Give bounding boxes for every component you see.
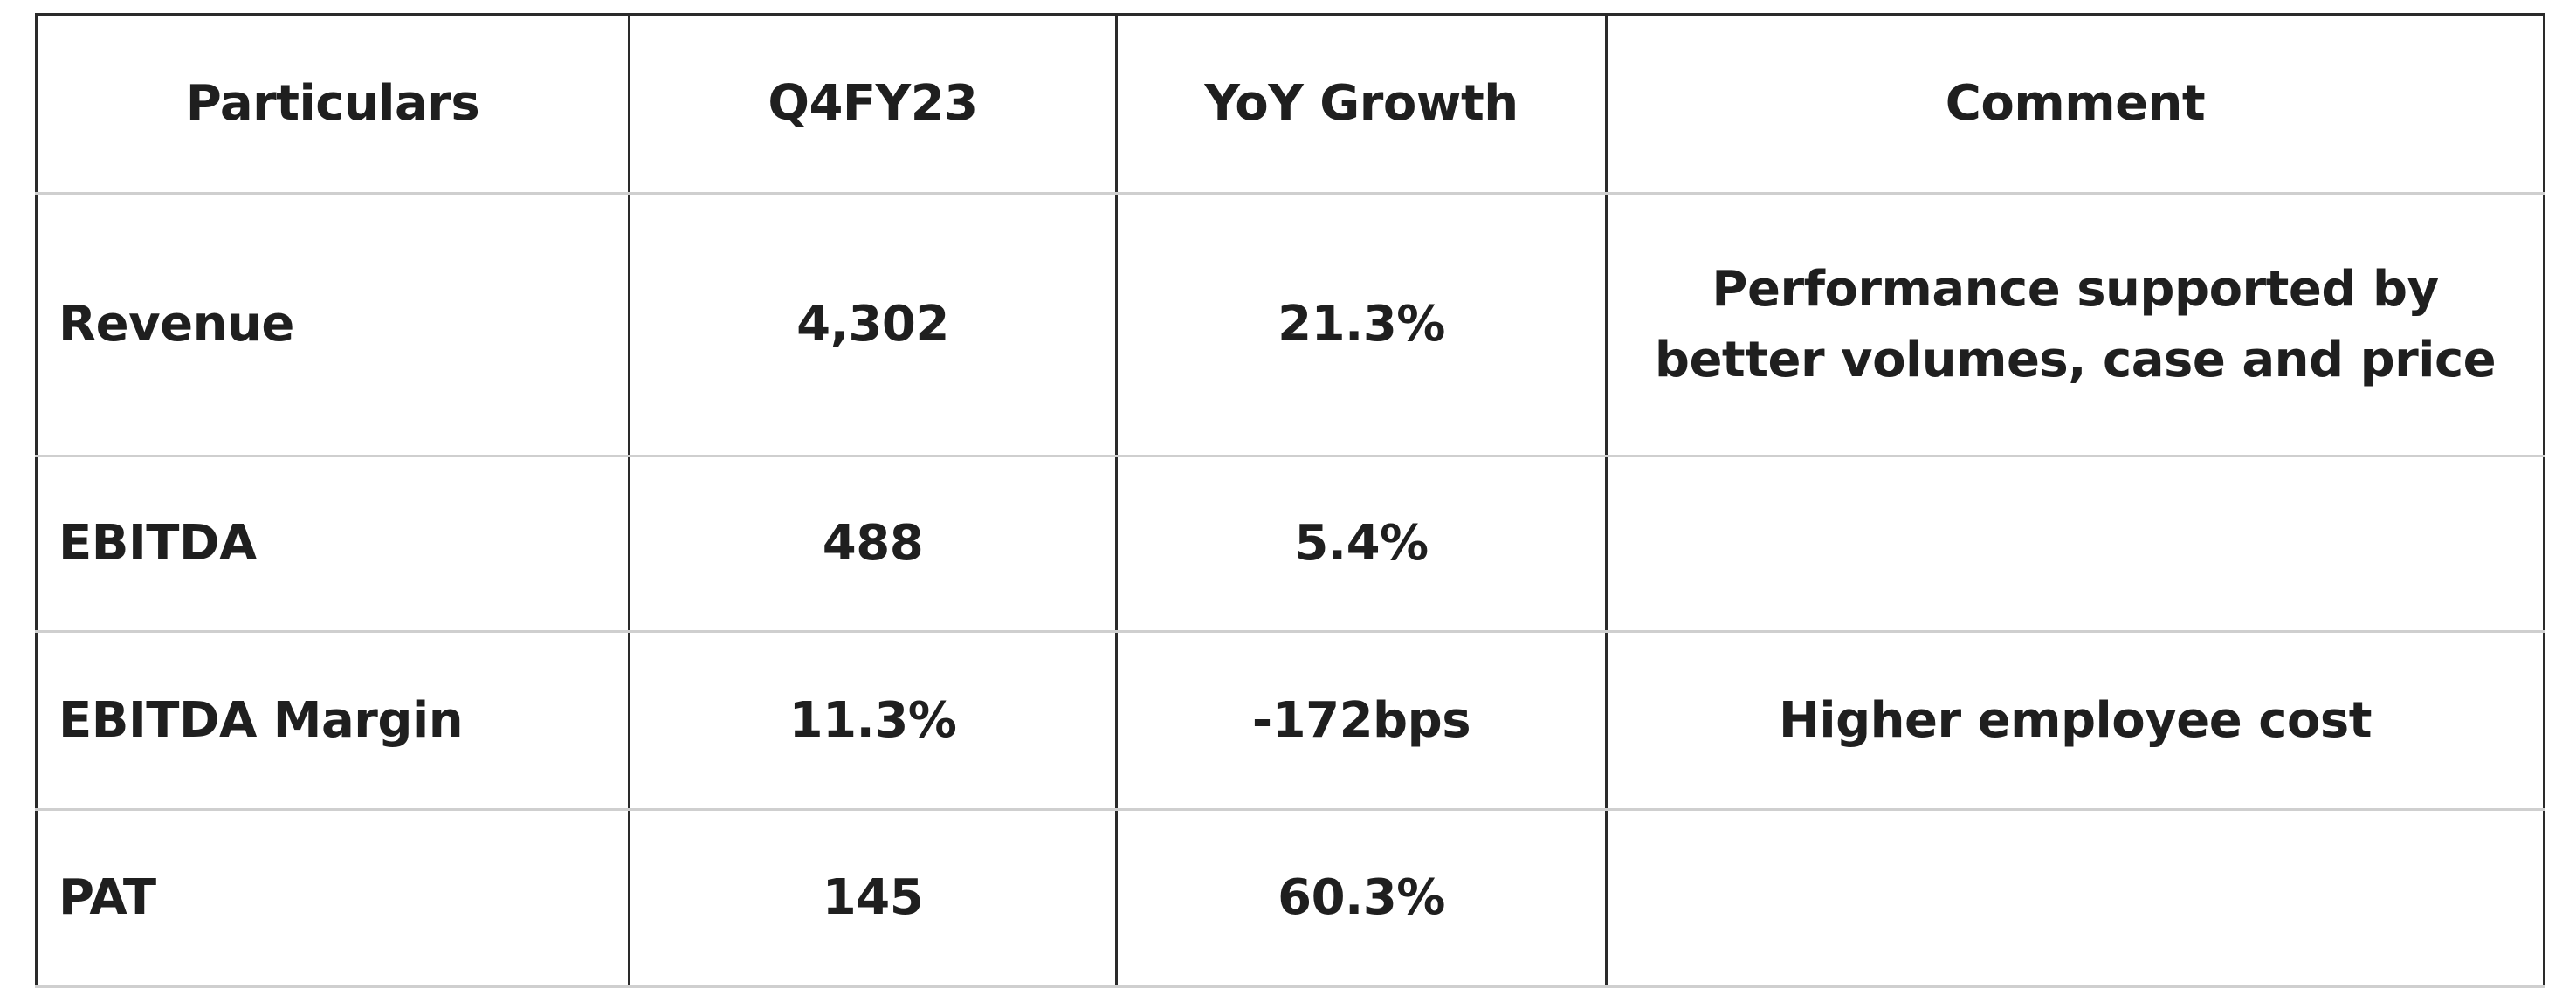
table-cell: 488	[628, 455, 1118, 633]
header-cell: YoY Growth	[1115, 13, 1608, 195]
table-cell: PAT	[35, 808, 630, 988]
table-cell: -172bps	[1115, 630, 1608, 811]
table-cell: Performance supported by better volumes,…	[1605, 192, 2545, 457]
table-row: EBITDA 488 5.4%	[35, 455, 2545, 633]
header-cell: Particulars	[35, 13, 630, 195]
table-cell: EBITDA	[35, 455, 630, 633]
table-cell: 4,302	[628, 192, 1118, 457]
header-cell: Q4FY23	[628, 13, 1118, 195]
table-row: EBITDA Margin 11.3% -172bps Higher employee…	[35, 630, 2545, 811]
table-cell: 11.3%	[628, 630, 1118, 811]
table-cell: Revenue	[35, 192, 630, 457]
table-row: PAT 145 60.3%	[35, 808, 2545, 988]
table-cell	[1605, 808, 2545, 988]
table-cell: 60.3%	[1115, 808, 1608, 988]
header-cell: Comment	[1605, 13, 2545, 195]
header-row: Particulars Q4FY23 YoY Growth Comment	[35, 13, 2545, 195]
table-cell	[1605, 455, 2545, 633]
table-cell: EBITDA Margin	[35, 630, 630, 811]
table-cell: 5.4%	[1115, 455, 1608, 633]
data-table: Particulars Q4FY23 YoY Growth Comment Reven…	[35, 13, 2545, 988]
table-cell: 21.3%	[1115, 192, 1608, 457]
table-cell: 145	[628, 808, 1118, 988]
table-row: Revenue 4,302 21.3% Performance supported b…	[35, 192, 2545, 457]
table-cell: Higher employee cost	[1605, 630, 2545, 811]
